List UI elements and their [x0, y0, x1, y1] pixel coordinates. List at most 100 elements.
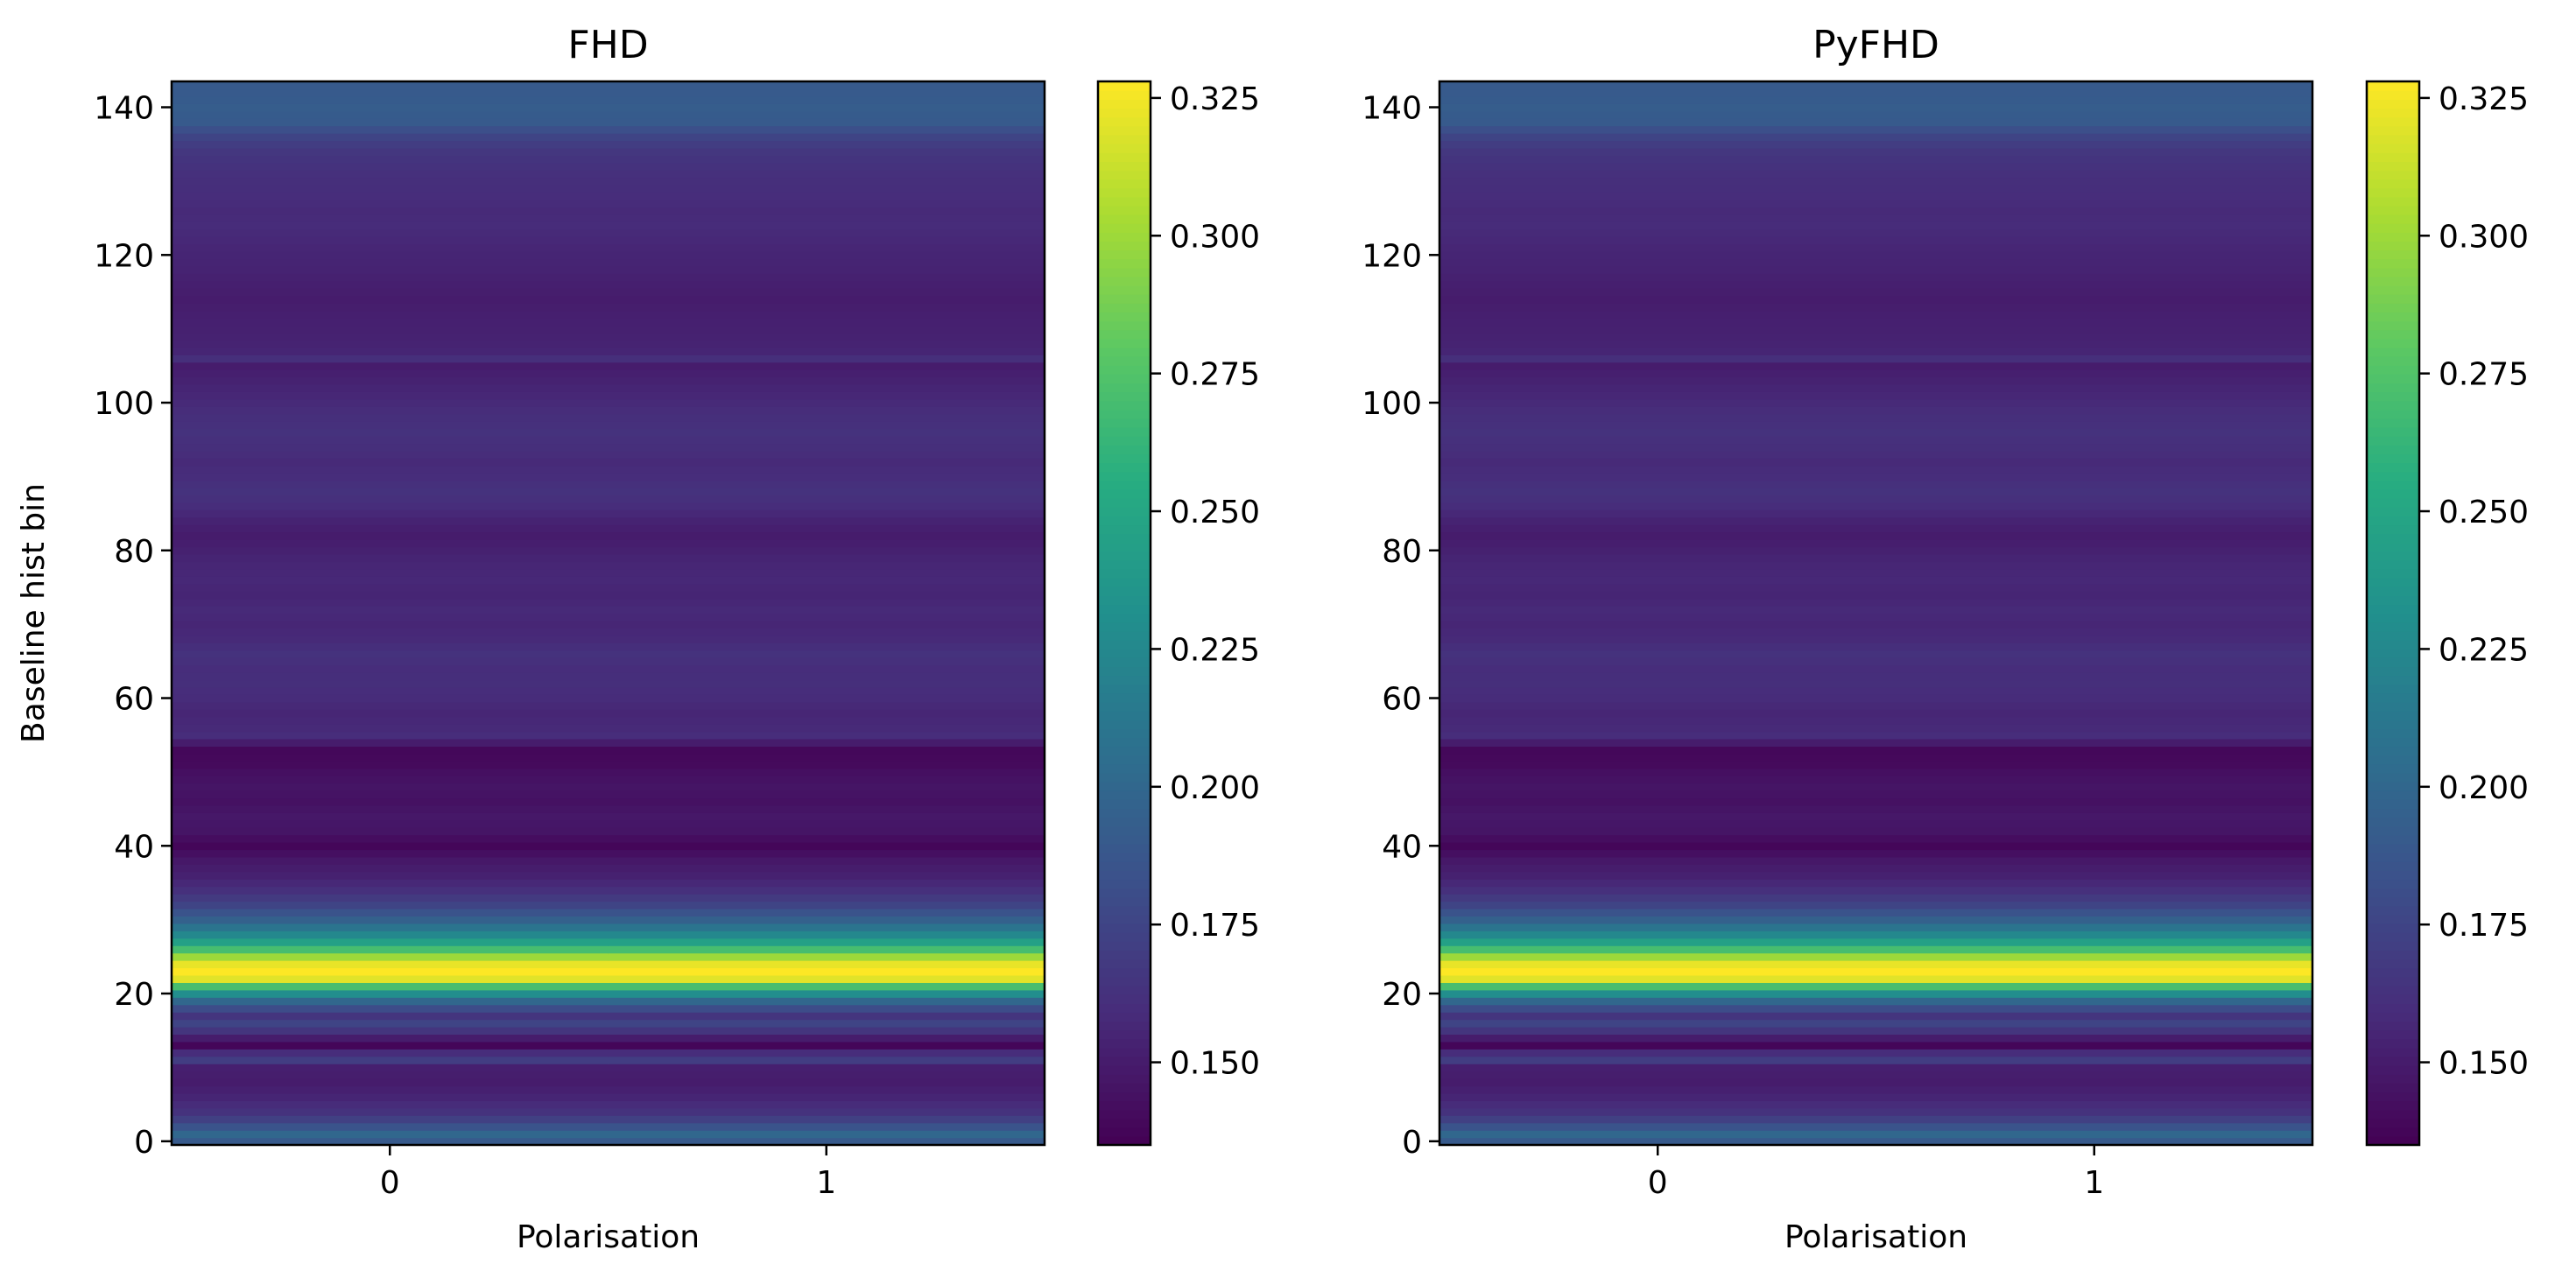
- heatmap-cell: [608, 488, 1045, 496]
- heatmap-cell: [172, 997, 609, 1006]
- heatmap-cell: [1439, 185, 1877, 193]
- colorbar-strip: [1098, 338, 1151, 348]
- colorbar-strip: [1098, 516, 1151, 526]
- heatmap-cell: [172, 177, 609, 186]
- heatmap-cell: [172, 428, 609, 437]
- colorbar-strip: [1098, 551, 1151, 561]
- y-tick-label: 60: [114, 682, 154, 718]
- heatmap-cell: [172, 332, 609, 341]
- colorbar-strip: [2367, 116, 2419, 127]
- heatmap-cell: [1439, 686, 1877, 695]
- heatmap-cell: [608, 989, 1045, 998]
- heatmap-cell: [1876, 997, 2313, 1006]
- heatmap-cell: [1876, 642, 2313, 651]
- heatmap-cell: [1439, 162, 1877, 171]
- heatmap-cell: [1439, 1049, 1877, 1057]
- colorbar-strip: [2367, 1100, 2419, 1111]
- heatmap-cell: [172, 768, 609, 776]
- heatmap-cell: [608, 886, 1045, 895]
- heatmap-cell: [1876, 650, 2313, 658]
- heatmap-cell: [608, 724, 1045, 733]
- heatmap-cell: [608, 340, 1045, 348]
- colorbar-strip: [1098, 808, 1151, 818]
- heatmap-cell: [1876, 524, 2313, 533]
- heatmap-cell: [1439, 228, 1877, 237]
- heatmap-cell: [1439, 221, 1877, 230]
- colorbar-strip: [1098, 870, 1151, 881]
- colorbar-strip: [2367, 649, 2419, 658]
- heatmap-cell: [172, 827, 609, 836]
- colorbar-strip: [1098, 737, 1151, 748]
- heatmap-cell: [1439, 155, 1877, 164]
- heatmap-cell: [1439, 428, 1877, 437]
- heatmap-cell: [1439, 347, 1877, 355]
- colorbar-strip: [1098, 649, 1151, 658]
- heatmap-cell: [608, 686, 1045, 695]
- heatmap-cell: [172, 214, 609, 222]
- colorbar-strip: [2367, 223, 2419, 233]
- heatmap-cell: [1876, 473, 2313, 481]
- heatmap-cell: [608, 81, 1045, 90]
- colorbar-strip: [1098, 267, 1151, 277]
- heatmap-cell: [1876, 95, 2313, 104]
- heatmap-cell: [1439, 265, 1877, 274]
- heatmap-cell: [608, 738, 1045, 747]
- colorbar-strip: [1098, 843, 1151, 853]
- heatmap-cell: [1876, 502, 2313, 510]
- heatmap-cell: [1439, 465, 1877, 474]
- heatmap-cell: [172, 576, 609, 585]
- heatmap-cell: [1876, 894, 2313, 902]
- heatmap-cell: [1876, 1027, 2313, 1036]
- colorbar-strip: [1098, 639, 1151, 650]
- colorbar-strip: [1098, 1092, 1151, 1102]
- heatmap-cell: [1876, 340, 2313, 348]
- heatmap-cell: [1439, 1064, 1877, 1072]
- colorbar-strip: [2367, 453, 2419, 464]
- heatmap-cell: [172, 192, 609, 200]
- colorbar-strip: [2367, 284, 2419, 295]
- plot-frame: [1438, 80, 2314, 1147]
- heatmap-cell: [1876, 591, 2313, 600]
- heatmap-cell: [172, 443, 609, 452]
- heatmap-cell: [172, 842, 609, 851]
- heatmap-cell: [172, 834, 609, 843]
- colorbar-strip: [2367, 905, 2419, 916]
- heatmap-cell: [1439, 761, 1877, 769]
- heatmap-cell: [608, 1137, 1045, 1146]
- colorbar-strip: [1098, 480, 1151, 490]
- colorbar-strip: [1098, 347, 1151, 357]
- colorbar-strip: [2367, 187, 2419, 198]
- heatmap-cell: [172, 724, 609, 733]
- heatmap-cell: [172, 406, 609, 415]
- heatmap-cell: [608, 524, 1045, 533]
- heatmap-cell: [172, 140, 609, 149]
- heatmap-cell: [608, 598, 1045, 607]
- colorbar-strip: [2367, 879, 2419, 889]
- colorbar-strip: [1098, 462, 1151, 473]
- heatmap-cell: [172, 694, 609, 703]
- heatmap-cell: [172, 1122, 609, 1131]
- heatmap-cell: [172, 310, 609, 319]
- heatmap-cell: [172, 819, 609, 828]
- heatmap-cell: [1439, 332, 1877, 341]
- colorbar-strip: [2367, 621, 2419, 632]
- heatmap-cell: [172, 362, 609, 370]
- heatmap-cell: [172, 568, 609, 577]
- colorbar-tick-label: 0.175: [1170, 908, 1260, 944]
- heatmap-cell: [1876, 1041, 2313, 1050]
- heatmap-cell: [1876, 295, 2313, 304]
- heatmap-cell: [608, 871, 1045, 880]
- heatmap-cell: [608, 561, 1045, 570]
- colorbar-strip: [2367, 1092, 2419, 1102]
- heatmap-cell: [608, 1092, 1045, 1101]
- heatmap-cell: [172, 325, 609, 334]
- heatmap-cell: [608, 383, 1045, 392]
- heatmap-cell: [1439, 591, 1877, 600]
- heatmap-cell: [608, 546, 1045, 555]
- heatmap-cell: [608, 716, 1045, 725]
- x-axis-title: Polarisation: [517, 1219, 700, 1255]
- heatmap-cell: [608, 1064, 1045, 1072]
- heatmap-cell: [608, 362, 1045, 370]
- heatmap-cell: [172, 642, 609, 651]
- heatmap-cell: [608, 960, 1045, 969]
